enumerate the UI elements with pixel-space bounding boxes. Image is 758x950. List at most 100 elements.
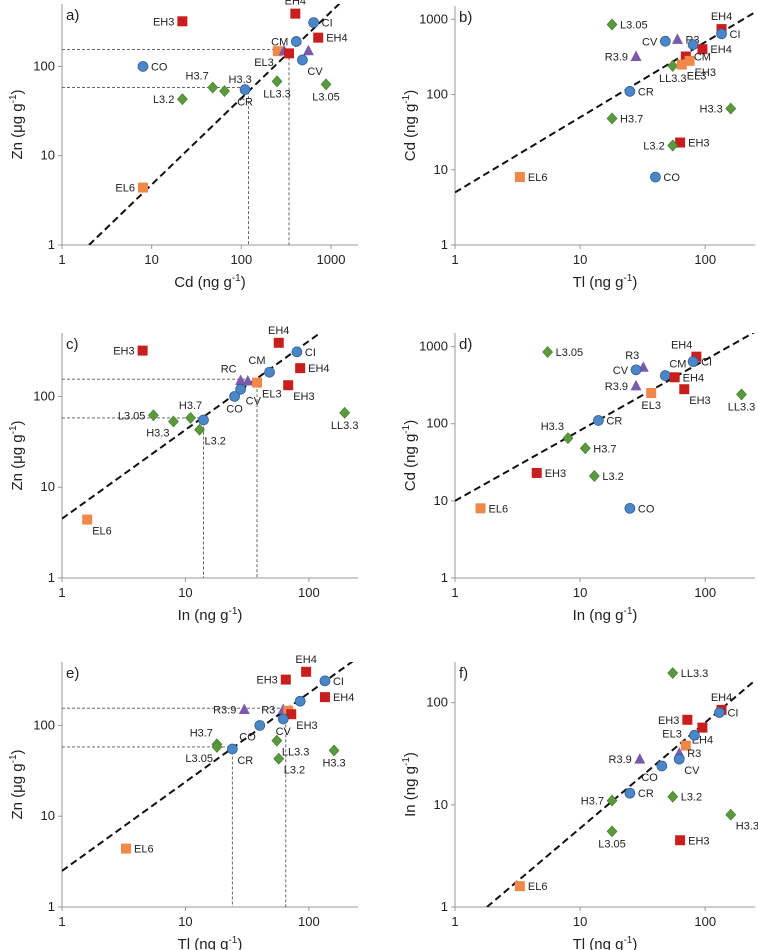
data-point-h3-3	[328, 744, 340, 757]
y-tick-label: 1	[48, 899, 55, 914]
data-point-unlabeled	[242, 374, 254, 386]
y-tick-label: 1000	[419, 339, 448, 354]
y-axis-label: Zn (μg g-1)	[8, 89, 26, 159]
point-label: L3.05	[185, 753, 213, 765]
point-label: L3.2	[602, 471, 623, 483]
point-label: L3.2	[643, 141, 664, 153]
y-tick-label: 10	[41, 808, 55, 823]
data-point-el3	[646, 388, 657, 399]
data-point-co	[650, 171, 661, 183]
x-tick-label: 1	[451, 585, 458, 600]
data-point-el6	[514, 172, 525, 183]
point-label: EH4	[711, 11, 732, 23]
data-point-el6	[475, 503, 486, 514]
point-label: CM	[694, 51, 711, 63]
point-label: EH4	[710, 44, 731, 56]
point-label: CI	[322, 18, 333, 30]
point-label: R3.9	[605, 51, 628, 63]
point-label: LL3.3	[263, 88, 291, 100]
x-tick-label: 100	[230, 252, 252, 267]
data-point-ll3-3	[736, 388, 747, 401]
data-point-eh3	[280, 674, 291, 685]
data-point-eh3	[675, 137, 686, 148]
point-label: H3.3	[322, 757, 345, 769]
data-point-eh3	[682, 714, 693, 725]
data-point-h3-3	[725, 808, 737, 821]
y-tick-label: 100	[33, 717, 55, 732]
point-label: CV	[684, 765, 700, 777]
data-point-co	[229, 391, 240, 402]
point-label: CO	[663, 172, 680, 184]
data-point-el6	[137, 182, 148, 193]
data-point-l3-2	[194, 423, 205, 436]
data-point-co	[656, 760, 668, 772]
x-tick-label: 10	[178, 585, 192, 600]
data-point-eh3	[283, 380, 294, 391]
y-tick-label: 100	[426, 87, 448, 102]
point-label: EH3	[695, 67, 716, 79]
y-axis-label: Zn (μg g-1)	[8, 749, 26, 819]
panel-label: e)	[66, 665, 79, 682]
y-tick-label: 100	[33, 58, 55, 73]
data-point-ll3-3	[667, 667, 679, 679]
point-label: R3	[687, 748, 701, 760]
y-tick-label: 1	[441, 899, 448, 914]
data-point-cv	[235, 383, 246, 395]
data-point-rc	[235, 374, 247, 385]
x-axis-label: Cd (ng g-1)	[174, 273, 245, 291]
point-label: EL6	[115, 183, 135, 195]
data-point-cv	[297, 54, 308, 66]
data-point-el6	[82, 514, 93, 525]
data-point-co	[137, 61, 149, 72]
point-label: CO	[239, 731, 256, 743]
point-label: L3.05	[312, 91, 340, 103]
data-point-h3-3	[168, 415, 179, 428]
data-point-l3-2	[273, 752, 285, 765]
panel-label: d)	[459, 336, 472, 353]
data-point-eh3	[679, 384, 690, 395]
data-point-ci	[291, 346, 303, 358]
data-point-ci	[319, 675, 331, 687]
guide-line	[62, 417, 204, 578]
y-tick-label: 100	[33, 388, 55, 403]
data-point-eh3	[286, 709, 297, 720]
data-point-cv	[673, 753, 685, 765]
data-point-eh4	[313, 32, 324, 43]
point-label: CR	[237, 97, 253, 109]
data-point-eh4	[691, 351, 702, 362]
point-label: EL3	[254, 57, 274, 69]
data-point-h3-3	[562, 432, 574, 445]
y-tick-label: 10	[41, 479, 55, 494]
point-label: EH4	[326, 33, 347, 45]
y-axis-label: In (ng g-1)	[401, 752, 419, 817]
point-label: EH3	[545, 468, 566, 480]
data-point-eh4	[301, 666, 312, 677]
data-point-unlabeled	[294, 695, 306, 707]
point-label: EH4	[268, 325, 289, 337]
y-tick-label: 1000	[419, 11, 448, 26]
data-point-unlabeled	[283, 48, 294, 59]
chart-panel-2: 1 10 100 1 10 100 1000 Tl (ng g-1) Cd (ng g-1) b)…	[401, 6, 755, 291]
data-point-el6	[121, 843, 132, 854]
data-point-cm	[290, 36, 302, 47]
point-label: H3.7	[581, 796, 604, 808]
point-label: EH3	[153, 16, 174, 28]
data-point-ci	[716, 28, 727, 40]
y-tick-label: 1	[441, 237, 448, 252]
data-point-l3-05	[606, 18, 618, 31]
x-tick-label: 100	[694, 914, 716, 929]
y-tick-label: 10	[41, 148, 55, 163]
data-point-el3	[272, 46, 283, 57]
point-label: CR	[638, 788, 654, 800]
point-label: R3.9	[213, 704, 236, 716]
guide-line	[62, 746, 233, 907]
y-axis-label: Cd (ng g-1)	[401, 420, 419, 491]
point-label: LL3.3	[331, 420, 359, 432]
point-label: H3.7	[186, 71, 209, 83]
data-point-h3-3	[219, 85, 230, 97]
point-label: L3.05	[598, 838, 626, 850]
point-label: EH4	[295, 654, 316, 666]
panel-label: a)	[66, 7, 79, 24]
point-label: EH4	[308, 363, 329, 375]
data-point-el3	[680, 740, 691, 751]
